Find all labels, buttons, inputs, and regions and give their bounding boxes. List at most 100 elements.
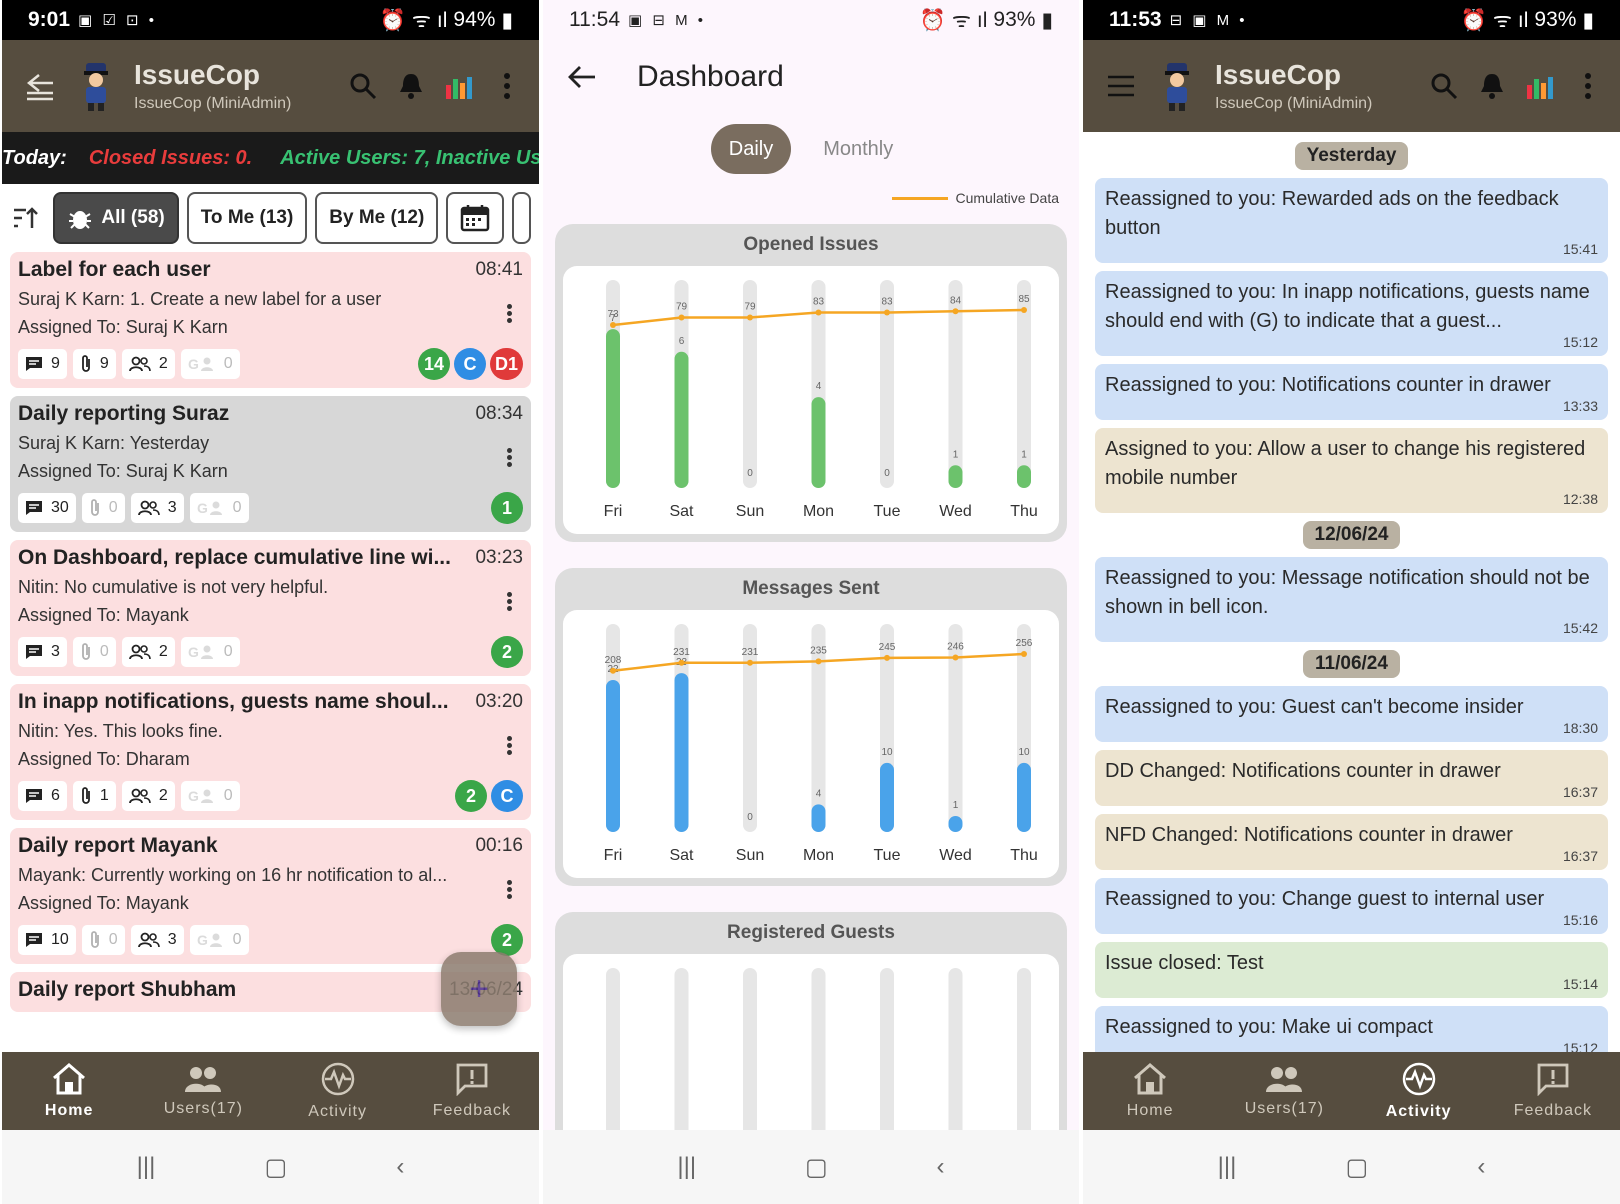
recents-button[interactable]: |||: [1217, 1153, 1237, 1180]
home-system-button[interactable]: ▢: [1345, 1153, 1369, 1181]
activity-item[interactable]: Reassigned to you: Make ui compact 15:12: [1095, 1006, 1608, 1052]
battery-icon: ▮: [1582, 8, 1594, 32]
dashboard-chart-icon[interactable]: [1524, 70, 1556, 102]
bar: [606, 679, 620, 832]
recents-button[interactable]: |||: [136, 1153, 156, 1180]
issue-card[interactable]: Daily reporting Suraz 08:34 Suraj K Karn: …: [10, 396, 531, 532]
bar-value-label: 1: [953, 449, 959, 460]
dashboard-chart-icon[interactable]: [443, 70, 475, 102]
bell-icon[interactable]: [1476, 70, 1508, 102]
tab-daily[interactable]: Daily: [710, 124, 792, 174]
chart-legend: Cumulative Data: [543, 186, 1079, 210]
issue-more-icon[interactable]: [507, 302, 513, 325]
activity-item[interactable]: Issue closed: Test 15:14: [1095, 942, 1608, 998]
system-nav: ||| ▢ ‹: [2, 1130, 539, 1204]
guest-icon: G: [197, 932, 225, 948]
issue-card[interactable]: On Dashboard, replace cumulative line wi…: [10, 540, 531, 676]
comment-count: 30: [18, 493, 76, 523]
x-tick-label: Sun: [736, 503, 764, 520]
issue-time: 03:23: [475, 547, 523, 568]
back-system-button[interactable]: ‹: [1477, 1153, 1486, 1180]
cumulative-label: 79: [744, 302, 756, 313]
add-issue-button[interactable]: +: [441, 952, 517, 1026]
home-system-button[interactable]: ▢: [804, 1153, 828, 1181]
sort-icon[interactable]: [10, 202, 39, 234]
back-arrow-icon[interactable]: [567, 64, 597, 90]
nav-home[interactable]: Home: [2, 1052, 136, 1130]
issue-more-icon[interactable]: [507, 734, 513, 757]
activity-item[interactable]: Reassigned to you: Change guest to inter…: [1095, 878, 1608, 934]
activity-text: Reassigned to you: Message notification …: [1105, 567, 1590, 618]
cumulative-label: 85: [1018, 294, 1030, 305]
activity-text: Issue closed: Test: [1105, 952, 1264, 974]
activity-item[interactable]: Assigned to you: Allow a user to change …: [1095, 428, 1608, 513]
back-system-button[interactable]: ‹: [396, 1153, 405, 1180]
menu-button[interactable]: [1099, 64, 1143, 108]
activity-item[interactable]: Reassigned to you: Rewarded ads on the f…: [1095, 178, 1608, 263]
comment-icon: [25, 356, 43, 372]
issue-last-message: Nitin: No cumulative is not very helpful…: [18, 577, 329, 597]
issue-more-icon[interactable]: [507, 878, 513, 901]
bar-value-label: 7: [610, 313, 616, 324]
tab-monthly[interactable]: Monthly: [823, 137, 894, 160]
more-vert-icon[interactable]: [491, 70, 523, 102]
activity-item[interactable]: Reassigned to you: Guest can't become in…: [1095, 686, 1608, 742]
comment-count: 6: [18, 781, 67, 811]
filter-by-me[interactable]: By Me (12): [315, 192, 439, 244]
cumulative-label: 83: [881, 297, 893, 308]
back-menu-button[interactable]: [18, 64, 62, 108]
activity-item[interactable]: Reassigned to you: Notifications counter…: [1095, 364, 1608, 420]
nav-users[interactable]: Users(17): [1217, 1052, 1351, 1130]
issue-more-icon[interactable]: [507, 446, 513, 469]
x-tick-label: Thu: [1010, 847, 1038, 864]
filter-more[interactable]: [512, 192, 531, 244]
nav-feedback[interactable]: Feedback: [405, 1052, 539, 1130]
notification-icons: ⊟ ▣ M •: [1169, 12, 1248, 29]
issue-card[interactable]: Label for each user 08:41 Suraj K Karn: 1.…: [10, 252, 531, 388]
issue-card[interactable]: Daily report Mayank 00:16 Mayank: Currentl…: [10, 828, 531, 964]
recents-button[interactable]: |||: [677, 1153, 697, 1180]
back-system-button[interactable]: ‹: [936, 1153, 945, 1180]
nav-activity[interactable]: Activity: [1352, 1052, 1486, 1130]
activity-item[interactable]: DD Changed: Notifications counter in dra…: [1095, 750, 1608, 806]
activity-item[interactable]: Reassigned to you: In inapp notification…: [1095, 271, 1608, 356]
search-icon[interactable]: [347, 70, 379, 102]
cumulative-label: 84: [950, 295, 962, 306]
status-badge: 2: [491, 924, 523, 956]
bar: [1017, 465, 1031, 488]
member-count: 3: [130, 925, 184, 955]
filter-date[interactable]: [446, 192, 505, 244]
nav-home[interactable]: Home: [1083, 1052, 1217, 1130]
activity-item[interactable]: Reassigned to you: Message notification …: [1095, 557, 1608, 642]
dashboard-header: Dashboard: [543, 40, 1079, 114]
filter-to-me[interactable]: To Me (13): [186, 192, 308, 244]
attach-icon: [80, 354, 92, 374]
x-tick-label: Fri: [604, 503, 623, 520]
search-icon[interactable]: [1428, 70, 1460, 102]
activity-time: 16:37: [1562, 848, 1598, 864]
status-badge: 14: [417, 348, 450, 380]
nav-feedback[interactable]: Feedback: [1486, 1052, 1620, 1130]
back-arrow-icon: [26, 74, 53, 101]
home-system-button[interactable]: ▢: [264, 1153, 288, 1181]
bell-icon[interactable]: [395, 70, 427, 102]
issue-card[interactable]: In inapp notifications, guests name shou…: [10, 684, 531, 820]
bottom-nav: Home Users(17) Activity Feedback: [2, 1052, 539, 1130]
guest-icon: G: [188, 356, 216, 372]
comment-icon: [25, 500, 43, 516]
activity-item[interactable]: NFD Changed: Notifications counter in dr…: [1095, 814, 1608, 870]
issue-more-icon[interactable]: [507, 590, 513, 613]
activity-text: Reassigned to you: Rewarded ads on the f…: [1105, 188, 1559, 239]
bar-track: [743, 624, 757, 832]
signal-icon: ⏰ ᯤ ıl: [1460, 9, 1529, 32]
x-tick-label: Fri: [604, 847, 623, 864]
cumulative-point: [815, 658, 822, 665]
cumulative-point: [815, 309, 822, 316]
more-vert-icon[interactable]: [1572, 70, 1604, 102]
status-badge: 2: [491, 636, 523, 668]
nav-activity[interactable]: Activity: [271, 1052, 405, 1130]
filter-all[interactable]: All (58): [53, 192, 179, 244]
nav-users[interactable]: Users(17): [136, 1052, 270, 1130]
issue-last-message: Nitin: Yes. This looks fine.: [18, 721, 223, 741]
